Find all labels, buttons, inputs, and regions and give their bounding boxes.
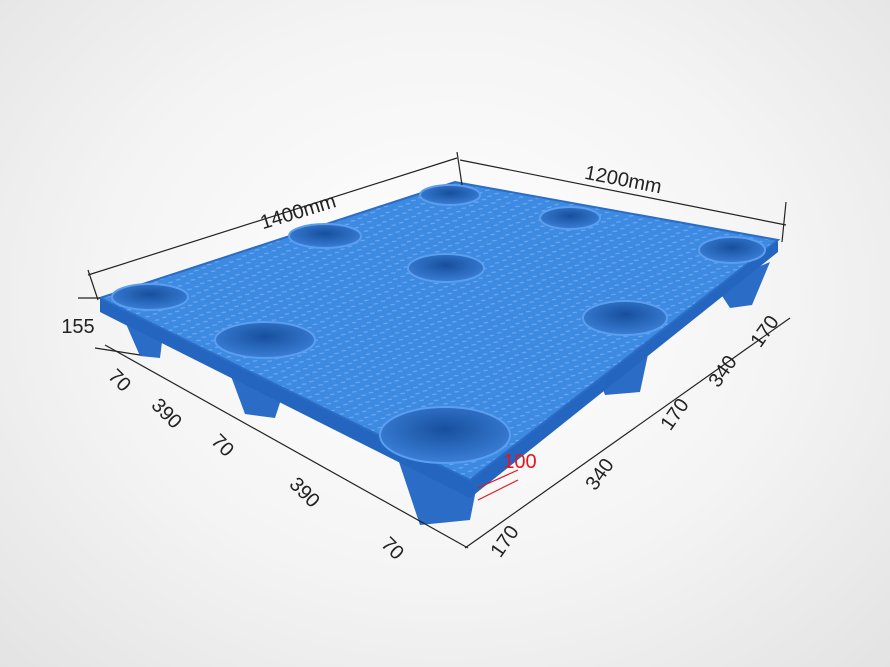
- left-dim-3: 70: [207, 430, 238, 461]
- pallet-deck-edge: [100, 240, 778, 498]
- pallet-holes: [111, 184, 766, 464]
- left-dim-5: 70: [377, 533, 408, 564]
- height-label: 155: [61, 316, 94, 338]
- pallet-deck: [97, 180, 781, 482]
- right-dim-3: 170: [657, 395, 694, 435]
- leg-width-label: 100: [503, 451, 536, 473]
- right-dim-2: 340: [582, 455, 619, 495]
- right-dim-4: 340: [705, 352, 742, 392]
- right-dim-1: 170: [487, 522, 524, 562]
- left-dim-1: 70: [104, 365, 135, 396]
- left-dim-4: 390: [285, 473, 324, 512]
- left-dim-2: 390: [147, 394, 186, 433]
- dimension-lines: [78, 151, 791, 549]
